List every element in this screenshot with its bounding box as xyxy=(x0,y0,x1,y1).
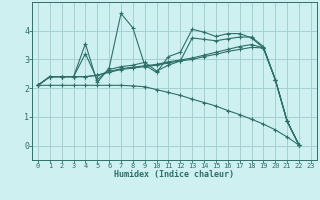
X-axis label: Humidex (Indice chaleur): Humidex (Indice chaleur) xyxy=(115,170,234,179)
